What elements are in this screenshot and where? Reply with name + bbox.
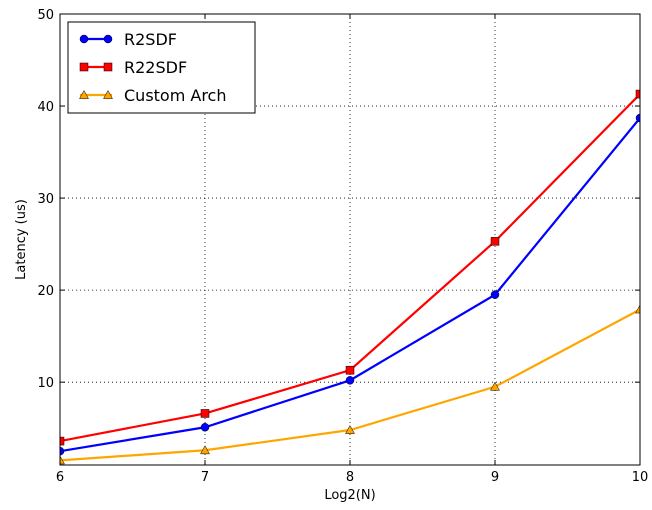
legend-marker-r22sdf [79, 62, 89, 72]
legend-label-custom-arch: Custom Arch [124, 86, 227, 105]
legend-marker-custom-arch [103, 89, 113, 99]
data-point-custom-arch [200, 445, 210, 455]
legend-marker-r22sdf [103, 62, 113, 72]
legend-items: R2SDF R22SDF Custom Arch [79, 30, 227, 105]
legend-marker-r2sdf [79, 34, 89, 44]
data-point-custom-arch [345, 425, 355, 434]
data-point-r2sdf [490, 290, 500, 299]
legend: R2SDF R22SDF Custom Arch [67, 21, 256, 114]
legend-entry-custom-arch: Custom Arch [79, 86, 227, 105]
data-point-r22sdf [200, 409, 210, 418]
data-point-r22sdf [345, 365, 355, 375]
data-point-r22sdf [490, 237, 500, 246]
y-tick-label: 50 [37, 8, 54, 23]
x-tick-label: 10 [632, 470, 649, 485]
x-tick-label: 7 [201, 470, 209, 485]
y-tick-label: 40 [37, 100, 54, 115]
x-axis-label: Log2(N) [324, 488, 375, 503]
data-point-r22sdf [635, 89, 640, 99]
x-tick-label: 8 [346, 470, 354, 485]
data-point-r22sdf [60, 436, 65, 446]
data-point-custom-arch [490, 381, 500, 391]
data-point-r2sdf [200, 423, 210, 432]
legend-marker-r2sdf [103, 34, 113, 44]
data-point-r2sdf [635, 113, 640, 123]
y-tick-label: 30 [37, 192, 54, 207]
legend-marker-custom-arch [79, 89, 89, 99]
y-axis-label: Latency (us) [14, 199, 29, 280]
y-tick-label: 20 [37, 284, 54, 299]
axis-ticks: 6 7 8 9 10 10 20 30 40 50 [37, 8, 648, 485]
series-custom-arch [60, 304, 640, 465]
data-point-custom-arch [60, 455, 65, 465]
data-point-custom-arch [635, 304, 640, 314]
series-layer [60, 89, 640, 465]
legend-entry-r2sdf: R2SDF [79, 30, 177, 49]
legend-label-r2sdf: R2SDF [124, 30, 177, 49]
data-point-r2sdf [345, 376, 355, 385]
x-tick-label: 6 [56, 470, 64, 485]
y-tick-label: 10 [37, 376, 54, 391]
x-tick-label: 9 [491, 470, 499, 485]
legend-label-r22sdf: R22SDF [124, 58, 187, 77]
series-r2sdf [60, 113, 640, 456]
data-point-r2sdf [60, 446, 65, 456]
legend-entry-r22sdf: R22SDF [79, 58, 187, 77]
series-r22sdf [60, 89, 640, 446]
